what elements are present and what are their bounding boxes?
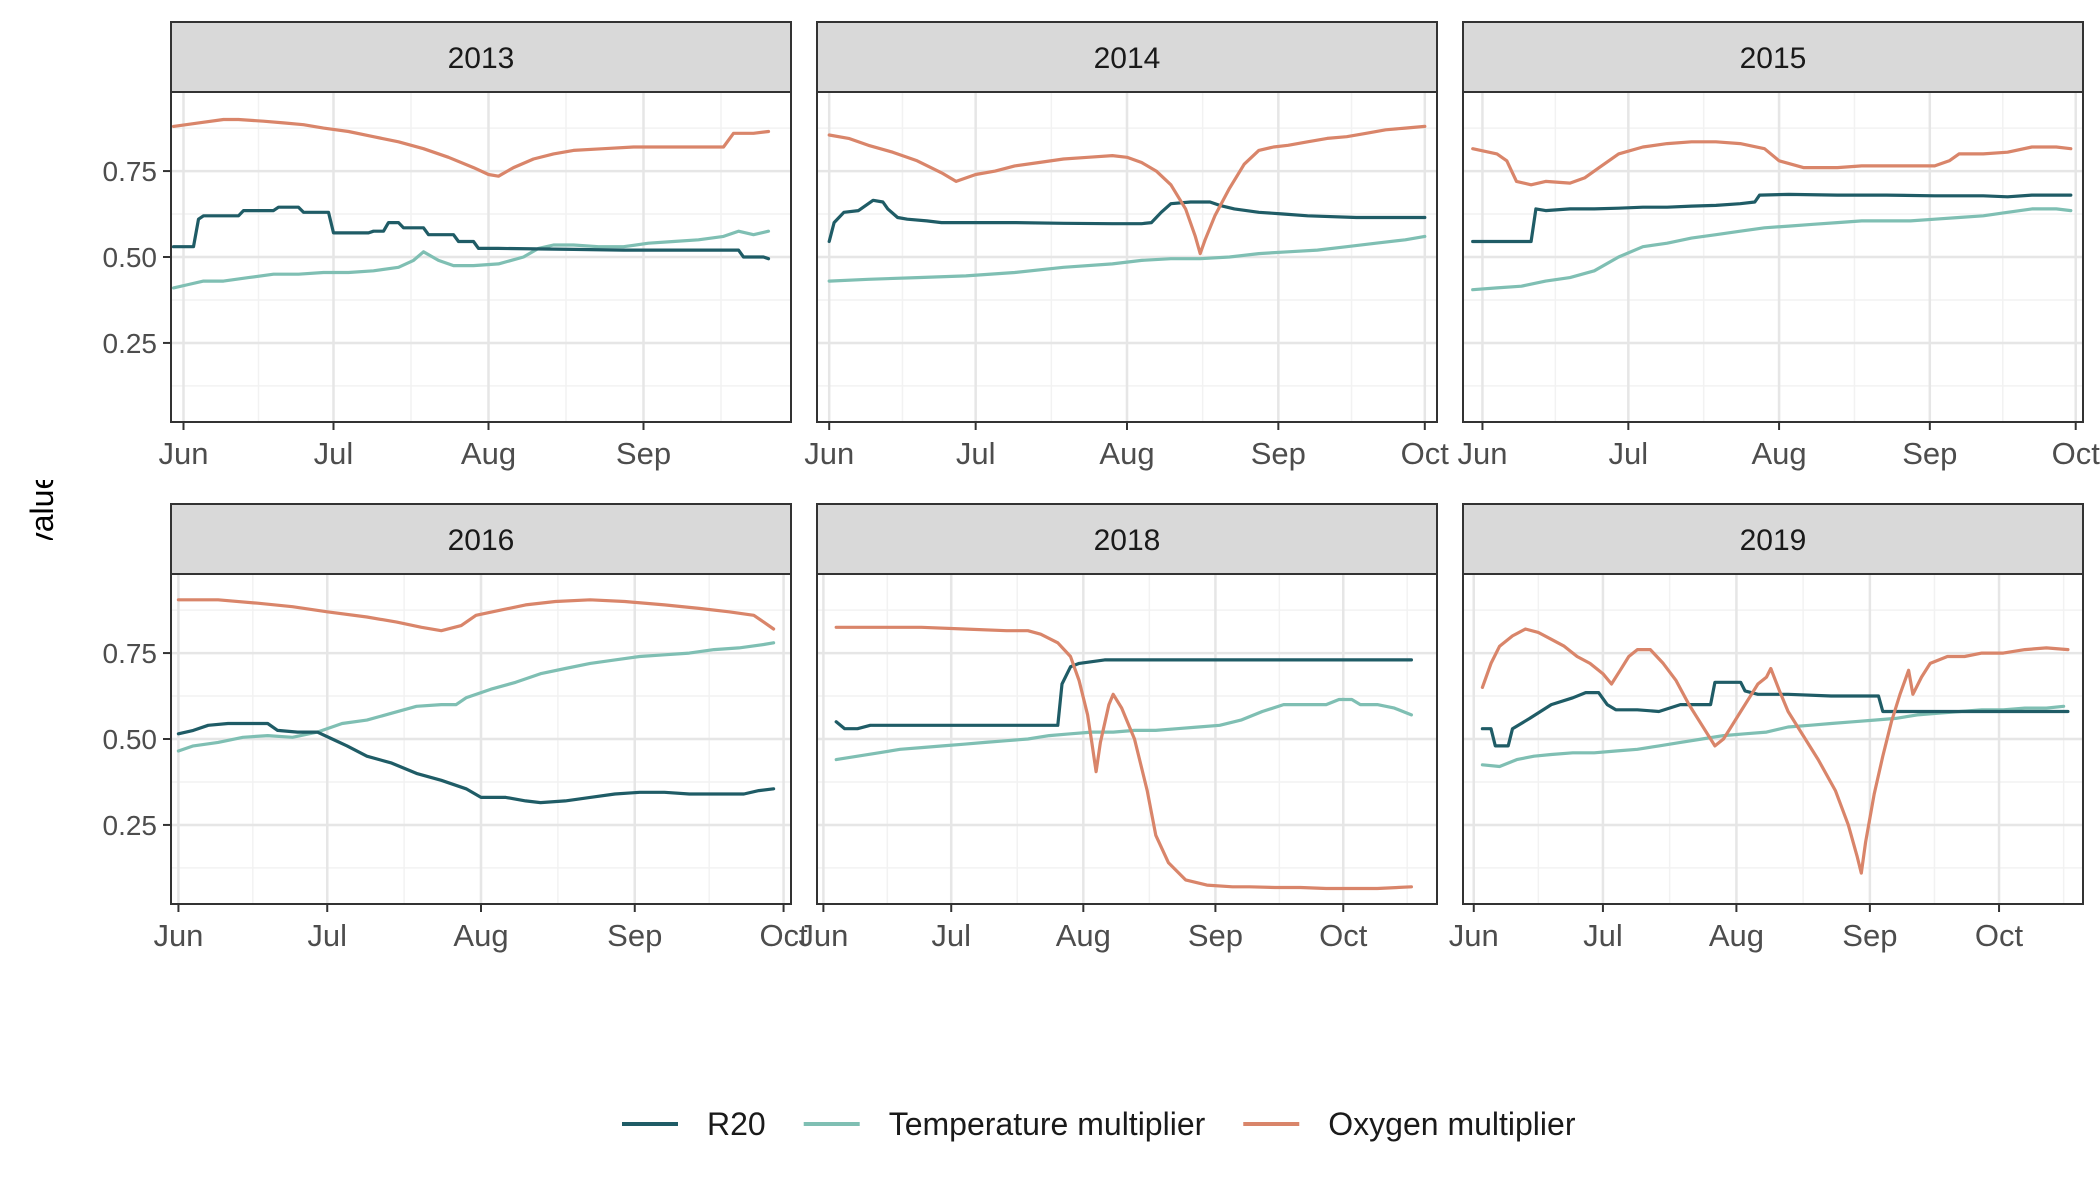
series-line-temperature-multiplier-2016 — [176, 641, 776, 753]
series-line-oxygen-multiplier-2015 — [1471, 140, 2073, 187]
x-tick-label: Sep — [616, 436, 671, 471]
x-tick-label: Jun — [159, 436, 209, 471]
y-tick-label: 0.75 — [103, 638, 158, 669]
panel-2014: 2014 Jun Jul Aug Sep Oct — [804, 21, 1450, 471]
panel-2013: 2013 0.25 0.50 0.75 Jun Jul Aug Sep — [103, 21, 792, 471]
series-line-oxygen-multiplier-2016 — [176, 598, 776, 633]
series-line-temperature-multiplier-2013 — [171, 229, 771, 290]
legend-label-r20: R20 — [707, 1106, 766, 1142]
series-line-oxygen-multiplier-2013 — [171, 117, 771, 178]
panel-strip-2019 — [1462, 503, 2084, 575]
y-tick-label: 0.50 — [103, 724, 158, 755]
panel-2019: 2019 Jun Jul Aug Sep Oct — [1449, 503, 2084, 953]
x-tick-label: Jun — [804, 436, 854, 471]
panel-border-2018 — [816, 573, 1438, 905]
x-tick-label: Jul — [931, 918, 971, 953]
panel-title-2014: 2014 — [1094, 42, 1161, 75]
legend-label-oxygen-multiplier: Oxygen multiplier — [1328, 1106, 1576, 1142]
x-tick-label: Sep — [1251, 436, 1306, 471]
panel-border-2015 — [1462, 91, 2084, 423]
panel-title-2013: 2013 — [448, 42, 515, 75]
series-line-r20-2015 — [1471, 192, 2073, 244]
x-tick-label: Jun — [153, 918, 203, 953]
x-tick-label: Jul — [314, 436, 354, 471]
panel-strip-2016 — [170, 503, 792, 575]
series-line-temperature-multiplier-2018 — [834, 697, 1413, 762]
y-tick-label: 0.25 — [103, 328, 158, 359]
series-line-oxygen-multiplier-2019 — [1480, 627, 2070, 875]
y-axis-label-svg: value — [24, 472, 60, 549]
y-axis-label-container: value — [18, 472, 68, 549]
series-line-oxygen-multiplier-2018 — [834, 625, 1413, 891]
x-tick-label: Jul — [956, 436, 996, 471]
series-line-r20-2013 — [171, 205, 771, 261]
series-line-r20-2014 — [827, 198, 1427, 244]
y-tick-label: 0.50 — [103, 242, 158, 273]
panel-title-2015: 2015 — [1740, 42, 1807, 75]
x-tick-label: Sep — [1842, 918, 1897, 953]
series-line-r20-2016 — [176, 721, 776, 805]
x-tick-label: Jul — [307, 918, 347, 953]
series-line-temperature-multiplier-2015 — [1471, 207, 2073, 292]
panel-2018: 2018 Jun Jul Aug Sep Oct — [798, 503, 1438, 953]
x-tick-label: Oct — [2052, 436, 2100, 471]
x-tick-label: Aug — [453, 918, 508, 953]
x-tick-label: Sep — [607, 918, 662, 953]
x-tick-label: Jul — [1609, 436, 1649, 471]
series-line-temperature-multiplier-2014 — [827, 234, 1427, 283]
panel-border-2019 — [1462, 573, 2084, 905]
x-tick-label: Oct — [1319, 918, 1368, 953]
x-tick-label: Aug — [1709, 918, 1764, 953]
panel-strip-2018 — [816, 503, 1438, 575]
x-tick-label: Aug — [1099, 436, 1154, 471]
series-line-oxygen-multiplier-2014 — [827, 124, 1427, 256]
panel-strip-2013 — [170, 21, 792, 93]
y-tick-label: 0.75 — [103, 156, 158, 187]
x-tick-label: Aug — [461, 436, 516, 471]
x-tick-label: Aug — [1056, 918, 1111, 953]
x-tick-label: Oct — [759, 918, 808, 953]
x-tick-label: Jun — [798, 918, 848, 953]
panel-2016: 2016 0.25 0.50 0.75 Jun Jul Aug Sep Oct — [103, 503, 808, 953]
legend: R20 Temperature multiplier Oxygen multipli… — [622, 1106, 1576, 1142]
x-tick-label: Oct — [1401, 436, 1450, 471]
x-tick-label: Sep — [1188, 918, 1243, 953]
series-line-r20-2019 — [1480, 680, 2070, 748]
x-tick-label: Jun — [1449, 918, 1499, 953]
y-tick-label: 0.25 — [103, 810, 158, 841]
x-tick-label: Oct — [1975, 918, 2024, 953]
x-tick-label: Jun — [1457, 436, 1507, 471]
x-tick-label: Jul — [1583, 918, 1623, 953]
panel-title-2016: 2016 — [448, 524, 515, 557]
panel-title-2019: 2019 — [1740, 524, 1807, 557]
panel-title-2018: 2018 — [1094, 524, 1161, 557]
x-tick-label: Aug — [1751, 436, 1806, 471]
panel-2015: 2015 Jun Jul Aug Sep Oct — [1457, 21, 2100, 471]
y-axis-label: value — [24, 480, 60, 540]
x-tick-label: Sep — [1902, 436, 1957, 471]
legend-label-temperature-multiplier: Temperature multiplier — [889, 1106, 1206, 1142]
panel-strip-2015 — [1462, 21, 2084, 93]
